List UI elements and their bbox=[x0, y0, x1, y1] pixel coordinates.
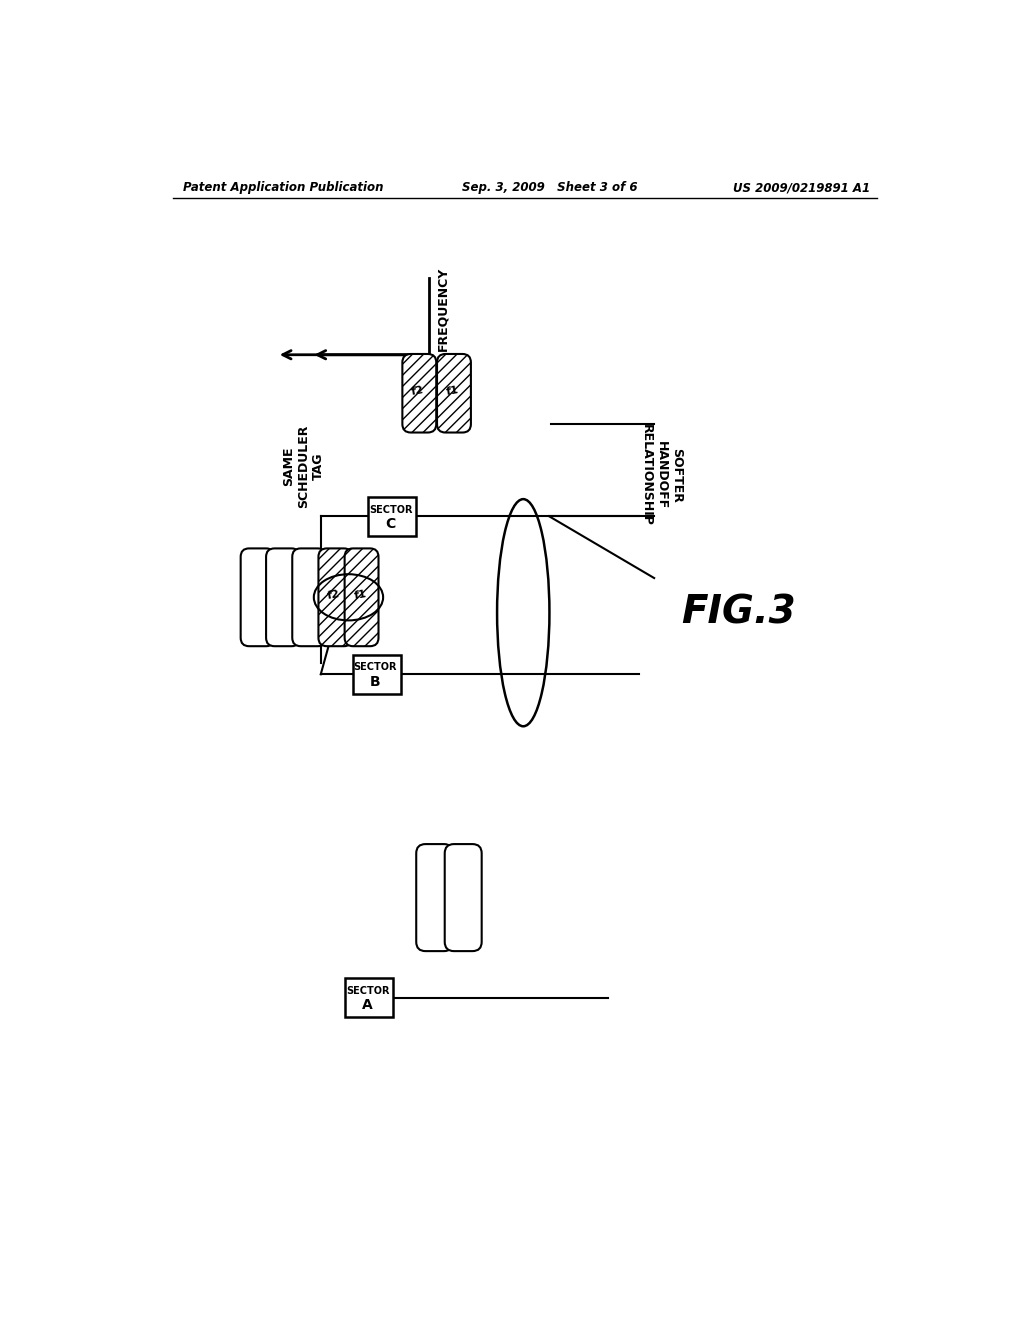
Text: f2: f2 bbox=[327, 589, 341, 601]
FancyBboxPatch shape bbox=[241, 548, 274, 647]
Bar bbox=[353, 655, 400, 693]
FancyBboxPatch shape bbox=[292, 548, 326, 647]
Text: C: C bbox=[386, 517, 396, 531]
Text: Sep. 3, 2009   Sheet 3 of 6: Sep. 3, 2009 Sheet 3 of 6 bbox=[462, 181, 637, 194]
Text: Patent Application Publication: Patent Application Publication bbox=[183, 181, 383, 194]
FancyBboxPatch shape bbox=[318, 548, 352, 647]
Text: B: B bbox=[370, 675, 381, 689]
Text: SAME
SCHEDULER
TAG: SAME SCHEDULER TAG bbox=[283, 425, 326, 508]
FancyBboxPatch shape bbox=[437, 354, 471, 433]
Text: US 2009/0219891 A1: US 2009/0219891 A1 bbox=[732, 181, 869, 194]
Text: FIG.3: FIG.3 bbox=[682, 594, 797, 632]
Bar bbox=[369, 498, 416, 536]
Text: f2: f2 bbox=[411, 385, 425, 397]
Text: f1: f1 bbox=[445, 385, 460, 397]
FancyBboxPatch shape bbox=[416, 843, 454, 952]
FancyBboxPatch shape bbox=[402, 354, 436, 433]
Bar bbox=[345, 978, 393, 1016]
Text: SOFTER
HANDOFF
RELATIONSHIP: SOFTER HANDOFF RELATIONSHIP bbox=[640, 424, 683, 525]
FancyBboxPatch shape bbox=[444, 843, 481, 952]
Text: SECTOR: SECTOR bbox=[369, 504, 413, 515]
FancyBboxPatch shape bbox=[345, 548, 379, 647]
Text: SECTOR: SECTOR bbox=[353, 663, 397, 672]
Text: FREQUENCY: FREQUENCY bbox=[436, 267, 450, 351]
Text: SECTOR: SECTOR bbox=[346, 986, 389, 995]
FancyBboxPatch shape bbox=[266, 548, 300, 647]
Text: f1: f1 bbox=[353, 589, 368, 601]
Text: A: A bbox=[362, 998, 373, 1012]
